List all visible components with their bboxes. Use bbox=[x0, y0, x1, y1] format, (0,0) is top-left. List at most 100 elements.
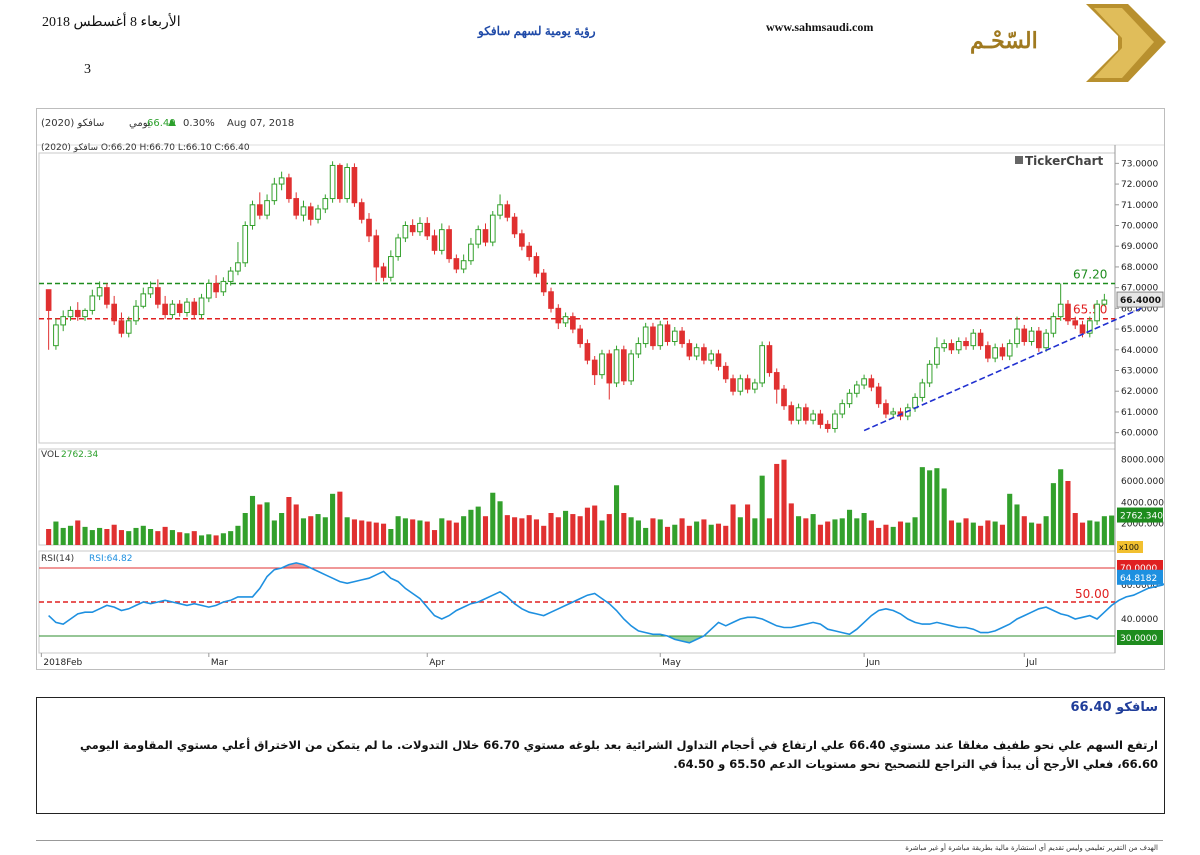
candle-body bbox=[781, 388, 787, 407]
volume-bar bbox=[1050, 483, 1056, 545]
candle-body bbox=[591, 359, 598, 376]
volume-bar bbox=[373, 522, 379, 545]
candle-body bbox=[162, 303, 168, 316]
price-tick-label: 63.0000 bbox=[1121, 367, 1158, 377]
chart-change-pct: 0.30% bbox=[183, 118, 215, 129]
volume-bar bbox=[490, 492, 496, 545]
candle-body bbox=[642, 326, 649, 345]
price-tick-label: 67.0000 bbox=[1121, 284, 1158, 294]
candle-body bbox=[788, 405, 795, 421]
candle-body bbox=[679, 330, 685, 345]
candle-body bbox=[846, 392, 853, 405]
rsi-title: RSI(14) bbox=[41, 554, 74, 564]
candle-body bbox=[475, 229, 482, 245]
volume-bar bbox=[111, 524, 117, 545]
candle-body bbox=[883, 403, 889, 415]
candle-body bbox=[184, 301, 190, 313]
volume-bar bbox=[388, 529, 394, 545]
volume-bar bbox=[1079, 522, 1086, 545]
candle-body bbox=[438, 229, 445, 251]
volume-bar bbox=[213, 535, 219, 545]
x-tick-label: Jun bbox=[865, 658, 880, 668]
candle-body bbox=[125, 320, 132, 334]
candle-body bbox=[970, 332, 977, 347]
candle-body bbox=[992, 347, 998, 359]
volume-bar bbox=[1094, 521, 1100, 545]
candle-body bbox=[1057, 303, 1064, 318]
report-date: الأربعاء 8 أغسطس 2018 bbox=[42, 15, 181, 30]
candle-body bbox=[249, 204, 256, 226]
candle-body bbox=[431, 235, 438, 251]
volume-bar bbox=[963, 518, 969, 545]
volume-tick-label: 6000.000 bbox=[1121, 477, 1164, 487]
candle-body bbox=[1036, 330, 1042, 349]
volume-tick-label: 4000.000 bbox=[1121, 498, 1164, 508]
volume-bar bbox=[577, 516, 583, 545]
volume-bar bbox=[431, 530, 438, 545]
volume-bar bbox=[286, 497, 292, 545]
candle-body bbox=[999, 347, 1006, 357]
volume-bar bbox=[53, 521, 59, 545]
candle-body bbox=[1065, 303, 1071, 322]
volume-bar bbox=[242, 513, 248, 545]
volume-bar bbox=[999, 524, 1005, 545]
x-tick-label: Apr bbox=[429, 658, 445, 668]
chart-panel[interactable]: سافكو (2020) يومي 66.40 0.30% Aug 07, 2018 سا… bbox=[36, 108, 1165, 670]
volume-bar bbox=[752, 518, 758, 545]
candle-body bbox=[650, 326, 656, 347]
price-tick-label: 72.0000 bbox=[1121, 180, 1158, 190]
volume-bar bbox=[1021, 516, 1027, 545]
volume-bar bbox=[424, 521, 430, 545]
candle-body bbox=[752, 382, 758, 390]
volume-bar bbox=[839, 518, 845, 545]
level-label-67.20: 67.20 bbox=[1073, 268, 1107, 282]
disclaimer-text: الهدف من التقرير تعليمي وليس تقديم أي اس… bbox=[905, 844, 1158, 852]
candle-body bbox=[169, 303, 176, 316]
site-url[interactable]: www.sahmsaudi.com bbox=[766, 20, 874, 34]
volume-bar bbox=[271, 520, 277, 545]
volume-bar bbox=[1072, 513, 1078, 545]
volume-bar bbox=[184, 533, 190, 545]
volume-bar bbox=[694, 521, 700, 545]
candle-body bbox=[722, 365, 729, 380]
volume-bar bbox=[1109, 515, 1115, 545]
candle-body bbox=[701, 347, 707, 361]
volume-bar bbox=[948, 520, 955, 545]
candle-body bbox=[460, 260, 467, 270]
candle-body bbox=[1014, 328, 1020, 345]
volume-bar bbox=[351, 519, 357, 545]
volume-bar bbox=[279, 513, 285, 545]
volume-bar bbox=[402, 518, 408, 545]
volume-bar bbox=[832, 519, 838, 545]
candle-body bbox=[358, 202, 365, 220]
candle-body bbox=[941, 343, 948, 349]
candle-body bbox=[511, 216, 518, 235]
candle-body bbox=[708, 353, 715, 361]
volume-bar bbox=[1014, 504, 1020, 545]
candle-body bbox=[540, 272, 547, 293]
volume-bar bbox=[628, 517, 634, 545]
volume-bar bbox=[737, 517, 743, 545]
rsi-overbought-fill bbox=[48, 562, 1164, 568]
candle-body bbox=[890, 411, 897, 415]
candle-body bbox=[730, 378, 736, 392]
volume-bar bbox=[927, 470, 933, 545]
volume-last: 2762.34 bbox=[61, 450, 98, 460]
volume-bar bbox=[774, 463, 780, 545]
rsi-last-box bbox=[1117, 569, 1163, 585]
volume-tick-label: 8000.000 bbox=[1121, 456, 1164, 466]
volume-bar bbox=[228, 531, 234, 545]
candle-body bbox=[1043, 332, 1049, 349]
tickerchart-logo-icon bbox=[1015, 156, 1023, 164]
volume-bar bbox=[264, 502, 270, 545]
candle-body bbox=[96, 287, 103, 297]
volume-bar bbox=[592, 505, 598, 545]
candle-body bbox=[1006, 343, 1013, 357]
candle-body bbox=[570, 316, 576, 330]
volume-bar bbox=[257, 504, 263, 545]
volume-last-box-label: 2762.340 bbox=[1120, 512, 1163, 522]
rsi-30-label: 30.0000 bbox=[1120, 634, 1157, 644]
price-tick-label: 62.0000 bbox=[1121, 387, 1158, 397]
last-price-box bbox=[1116, 291, 1164, 308]
